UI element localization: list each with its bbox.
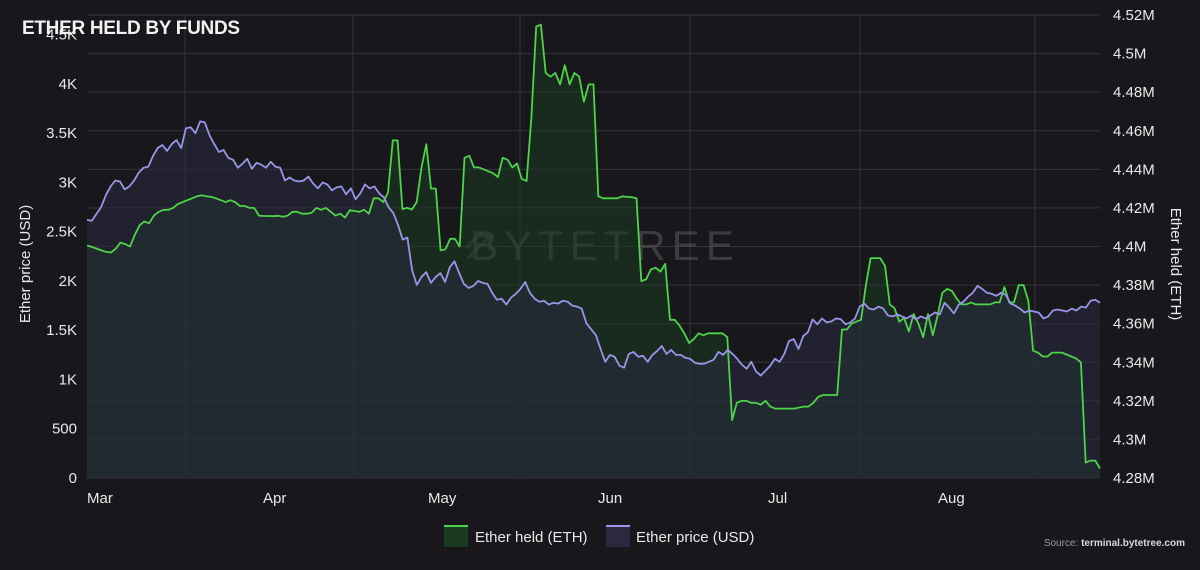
right-axis-ticks: 4.28M 4.3M 4.32M 4.34M 4.36M 4.38M 4.4M 4.42M 4.… — [1113, 7, 1155, 487]
legend-item-ether-price[interactable]: Ether price (USD) — [606, 525, 754, 547]
right-tick-label: 4.46M — [1113, 123, 1155, 140]
left-tick-label: 4K — [59, 76, 77, 93]
x-tick-label: Aug — [938, 490, 965, 507]
right-axis-label: Ether held (ETH) — [1167, 208, 1184, 321]
source-site: terminal.bytetree.com — [1081, 538, 1185, 549]
chart-title: ETHER HELD BY FUNDS — [22, 18, 240, 39]
right-tick-label: 4.3M — [1113, 431, 1146, 448]
legend-swatch-ether-price — [606, 526, 630, 547]
x-tick-label: Mar — [87, 490, 113, 507]
area-fills — [87, 24, 1100, 479]
left-tick-label: 4.5K — [46, 27, 77, 44]
right-tick-label: 4.36M — [1113, 316, 1155, 333]
line-ether-held[interactable] — [86, 23, 1101, 469]
right-tick-label: 4.5M — [1113, 46, 1146, 63]
line-ether-price[interactable] — [86, 120, 1101, 377]
x-tick-label: Apr — [263, 490, 286, 507]
left-tick-label: 2.5K — [46, 224, 77, 241]
right-tick-label: 4.42M — [1113, 200, 1155, 217]
legend-label-ether-held: Ether held (ETH) — [475, 529, 588, 546]
left-tick-label: 1K — [59, 371, 77, 388]
left-tick-label: 1.5K — [46, 322, 77, 339]
right-tick-label: 4.38M — [1113, 277, 1155, 294]
left-tick-label: 3K — [59, 174, 77, 191]
left-tick-label: 2K — [59, 273, 77, 290]
source-prefix: Source: — [1044, 538, 1081, 549]
right-tick-label: 4.28M — [1113, 470, 1155, 487]
right-tick-label: 4.52M — [1113, 7, 1155, 24]
series-lines — [86, 23, 1101, 469]
right-tick-label: 4.48M — [1113, 84, 1155, 101]
legend-item-ether-held[interactable]: Ether held (ETH) — [444, 525, 588, 547]
legend: Ether held (ETH) Ether price (USD) — [444, 525, 754, 547]
x-tick-label: Jun — [598, 490, 622, 507]
right-tick-label: 4.34M — [1113, 354, 1155, 371]
source-note: Source: terminal.bytetree.com — [1044, 538, 1185, 549]
right-tick-label: 4.44M — [1113, 161, 1155, 178]
left-tick-label: 3.5K — [46, 125, 77, 142]
left-tick-label: 0 — [69, 470, 77, 487]
left-tick-label: 500 — [52, 421, 77, 438]
legend-label-ether-price: Ether price (USD) — [636, 529, 754, 546]
x-tick-label: May — [428, 490, 457, 507]
left-axis-ticks: 0 500 1K 1.5K 2K 2.5K 3K 3.5K 4K 4.5K — [46, 27, 77, 487]
x-tick-label: Jul — [768, 490, 787, 507]
right-tick-label: 4.32M — [1113, 393, 1155, 410]
right-tick-label: 4.4M — [1113, 239, 1146, 256]
x-axis-ticks: Mar Apr May Jun Jul Aug — [87, 490, 965, 507]
legend-swatch-ether-held — [444, 526, 468, 547]
left-axis-label: Ether price (USD) — [17, 205, 34, 323]
area-ether-price — [87, 121, 1100, 479]
